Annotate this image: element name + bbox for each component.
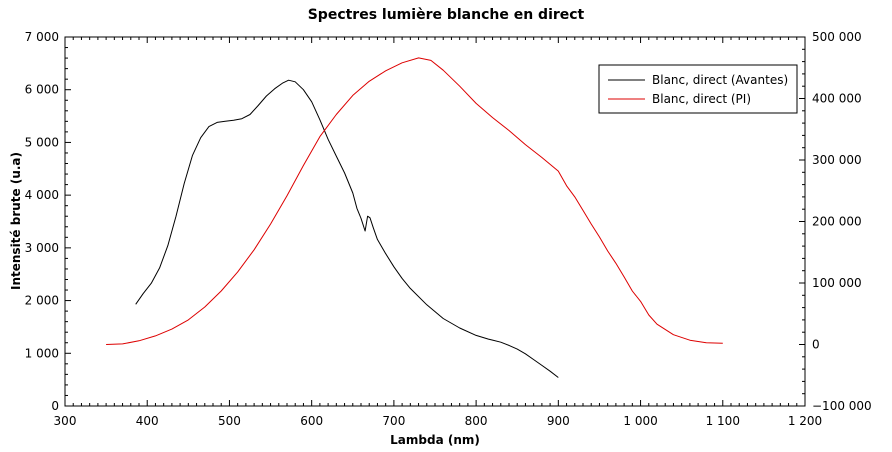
y-tick-label: 6 000	[25, 83, 59, 97]
legend-label-avantes: Blanc, direct (Avantes)	[652, 73, 788, 87]
x-tick-label: 300	[54, 414, 77, 428]
x-tick-label: 1 200	[788, 414, 822, 428]
y-axis-label: Intensité brute (u.a)	[9, 152, 23, 290]
x-tick-label: 600	[300, 414, 323, 428]
axis-ticks	[64, 36, 806, 407]
y-tick-label: 7 000	[25, 30, 59, 44]
x-tick-label: 1 000	[623, 414, 657, 428]
y-tick-label: 0	[51, 399, 59, 413]
x-tick-label: 500	[218, 414, 241, 428]
y2-tick-label: 400 000	[812, 92, 862, 106]
axis-tick-labels: 300 400 500 600 700 800 900 1 000 1 100 1 200 0 1 0…	[25, 30, 872, 428]
y2-tick-label: 500 000	[812, 30, 862, 44]
x-tick-label: 700	[382, 414, 405, 428]
y-tick-label: 2 000	[25, 294, 59, 308]
y2-tick-label: −100 000	[812, 399, 872, 413]
y2-tick-label: 200 000	[812, 215, 862, 229]
legend-label-pi: Blanc, direct (PI)	[652, 92, 751, 106]
y-tick-label: 3 000	[25, 241, 59, 255]
y-tick-label: 5 000	[25, 135, 59, 149]
x-tick-label: 400	[136, 414, 159, 428]
chart-title: Spectres lumière blanche en direct	[308, 7, 585, 23]
series-line-pi	[106, 57, 723, 345]
legend-box	[598, 64, 798, 114]
legend: Blanc, direct (Avantes) Blanc, direct (P…	[598, 64, 798, 114]
y2-tick-label: 0	[812, 338, 820, 352]
y-tick-label: 1 000	[25, 346, 59, 360]
y2-tick-label: 100 000	[812, 276, 862, 290]
y2-tick-label: 300 000	[812, 153, 862, 167]
series-line-avantes	[135, 79, 559, 378]
series-lines	[106, 57, 723, 378]
x-axis-label: Lambda (nm)	[390, 433, 480, 447]
y-tick-label: 4 000	[25, 188, 59, 202]
x-tick-label: 1 100	[706, 414, 740, 428]
x-tick-label: 900	[547, 414, 570, 428]
x-tick-label: 800	[465, 414, 488, 428]
